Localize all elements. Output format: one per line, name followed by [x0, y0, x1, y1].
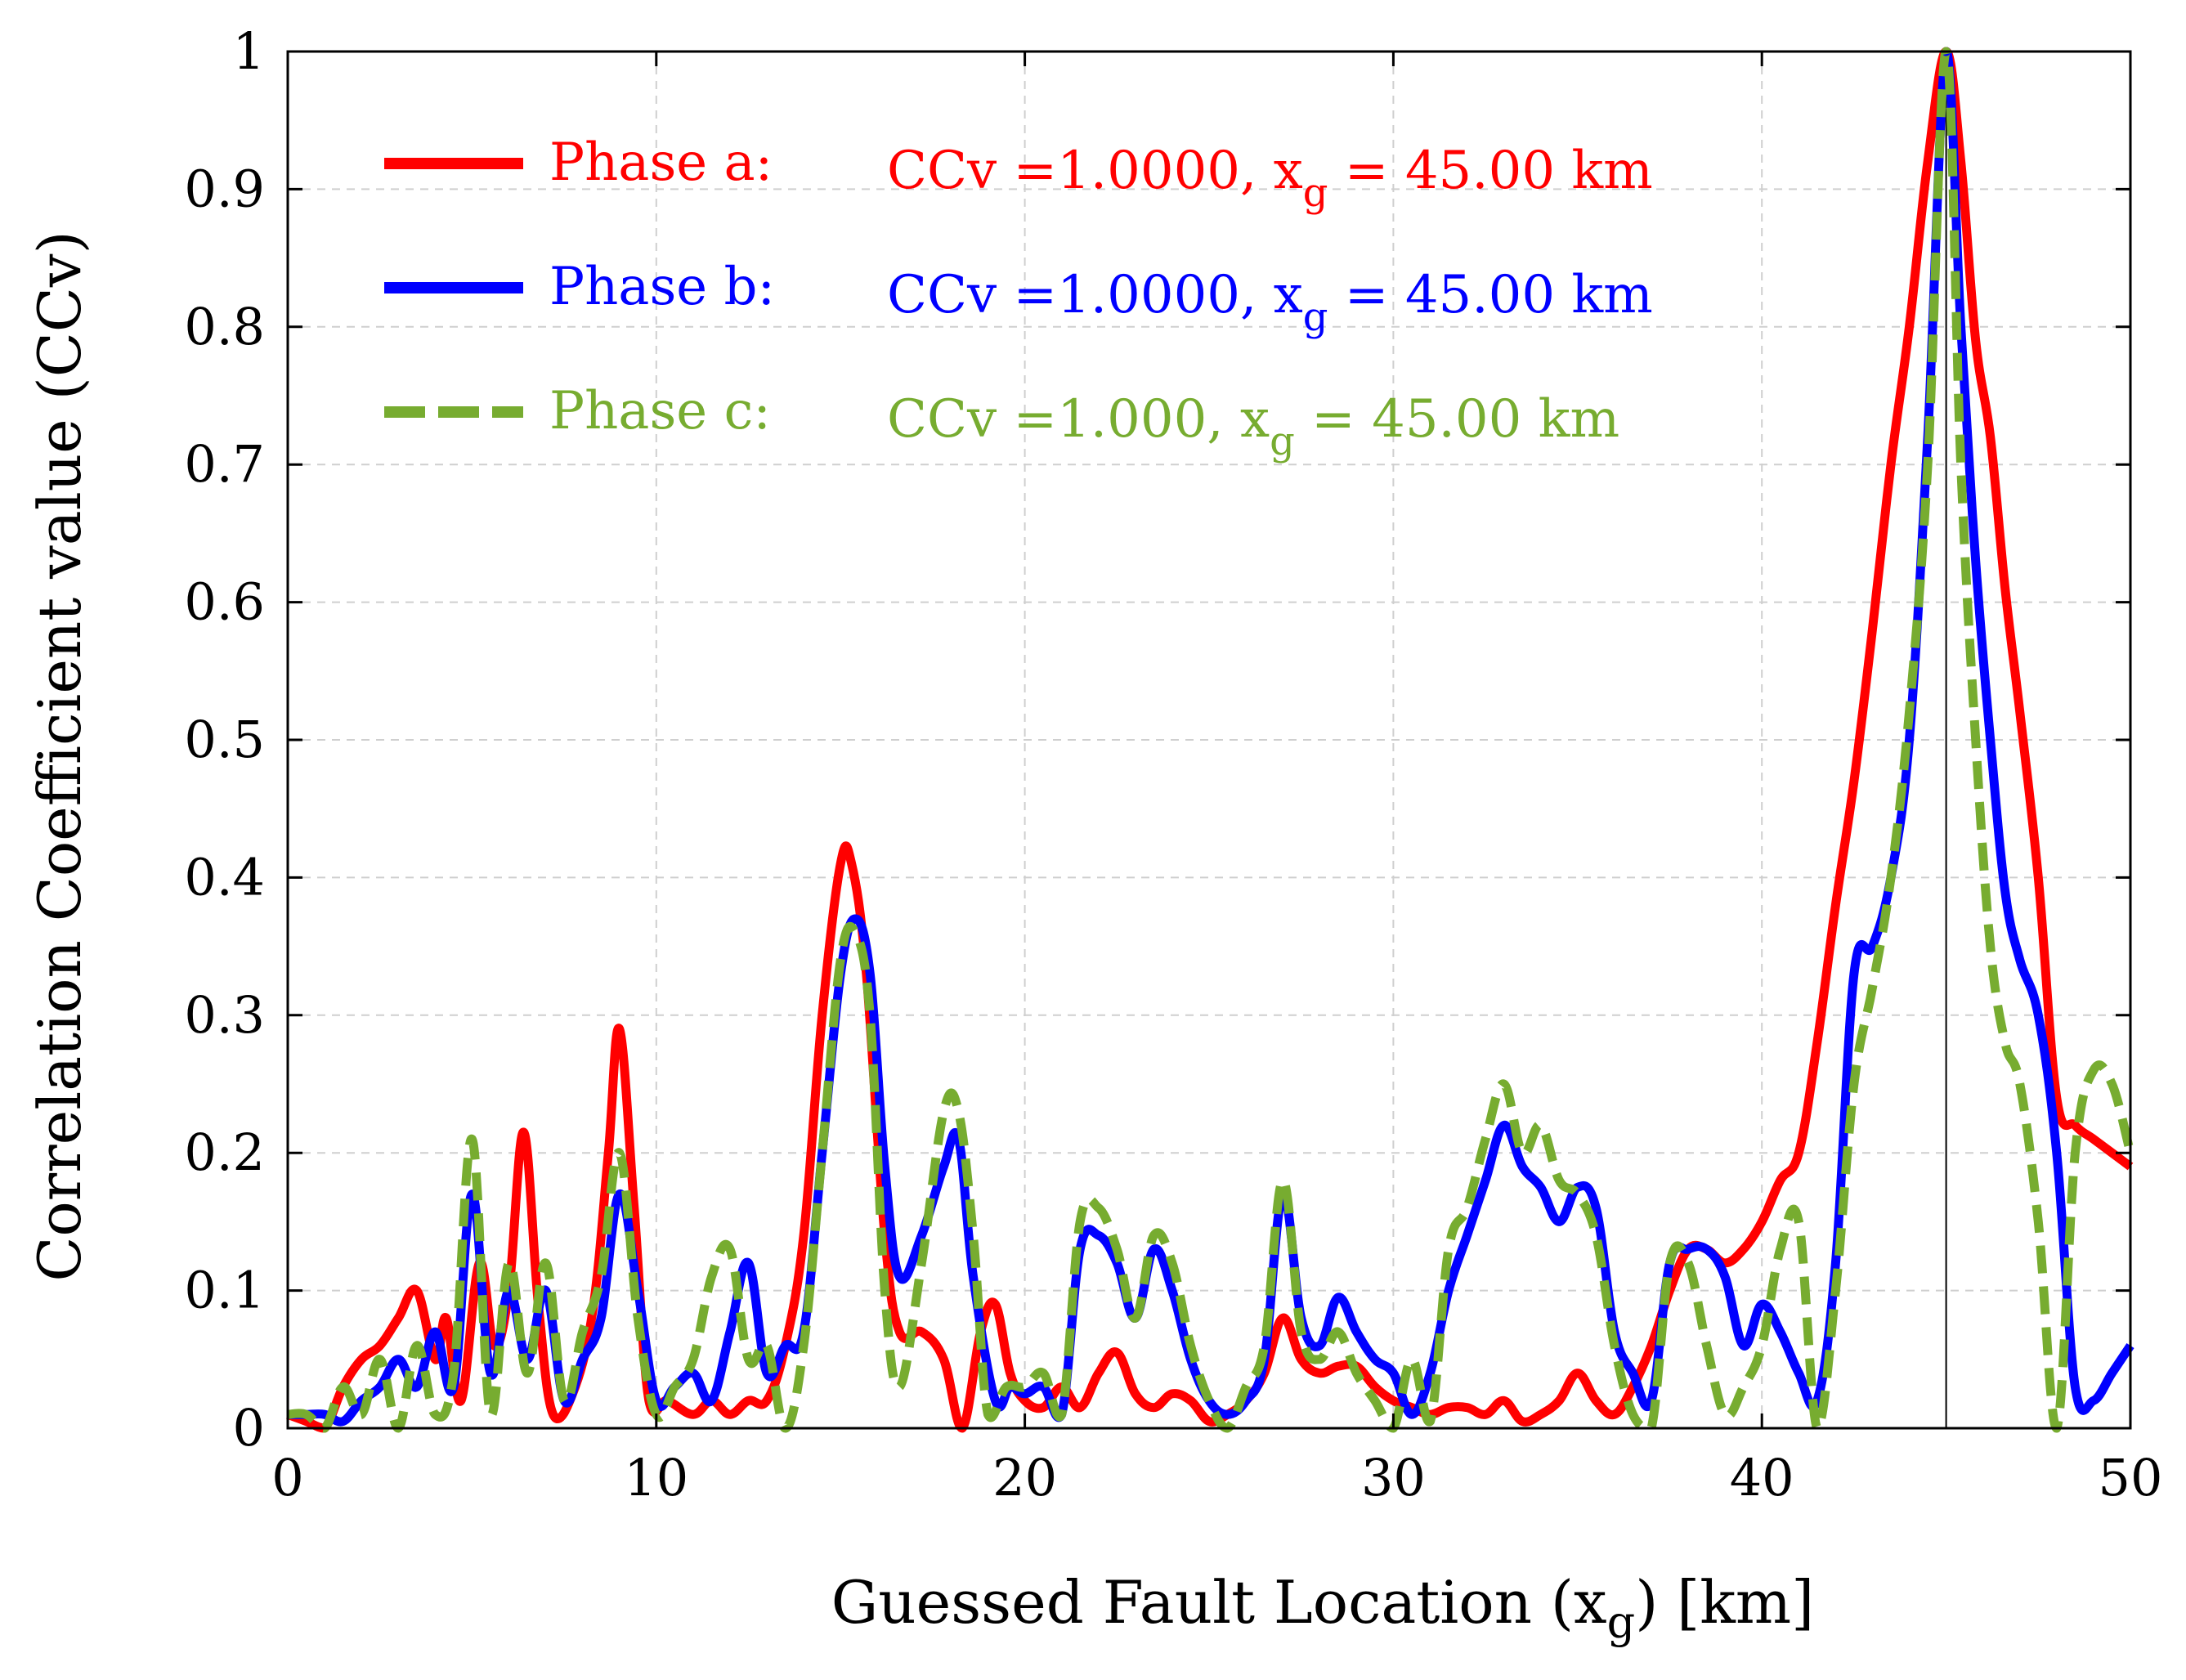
- x-tick-label: 10: [624, 1448, 688, 1508]
- y-tick-label: 0.7: [184, 434, 265, 494]
- y-tick-label: 0.1: [184, 1261, 265, 1320]
- legend-label: Phase b:: [549, 257, 775, 317]
- x-axis-label-subscript: g: [1607, 1597, 1636, 1648]
- x-tick-labels: 0 10 20 30 40 50: [271, 1448, 2162, 1508]
- y-tick-label: 0.4: [184, 847, 265, 907]
- legend-annotation-subscript: g: [1270, 419, 1295, 464]
- legend-annotation-value: = 45.00 km: [1328, 141, 1653, 201]
- y-tick-label: 1: [233, 21, 265, 81]
- y-tick-label: 0.2: [184, 1122, 265, 1182]
- x-axis-label: Guessed Fault Location (xg) [km]: [831, 1568, 1815, 1648]
- y-tick-label: 0.6: [184, 572, 265, 632]
- y-tick-label: 0.9: [184, 159, 265, 218]
- legend-annotation: CCv =1.0000, xg = 45.00 km: [887, 141, 1653, 216]
- legend-annotation-subscript: g: [1303, 294, 1328, 340]
- legend: Phase a: CCv =1.0000, xg = 45.00 kmPhase …: [384, 132, 1653, 464]
- legend-annotation-main: CCv =1.000, x: [887, 389, 1270, 450]
- series-line-phaseb: [288, 47, 2134, 1427]
- x-axis-label-main: Guessed Fault Location (x: [831, 1568, 1607, 1637]
- y-tick-label: 0.3: [184, 985, 265, 1045]
- x-tick-label: 50: [2099, 1448, 2163, 1508]
- x-tick-label: 0: [271, 1448, 303, 1508]
- legend-annotation-main: CCv =1.0000, x: [887, 141, 1303, 201]
- x-tick-label: 30: [1361, 1448, 1426, 1508]
- axis-ticks: [286, 50, 2132, 1430]
- x-axis-label-unit: ) [km]: [1635, 1568, 1814, 1637]
- legend-annotation: CCv =1.000, xg = 45.00 km: [887, 389, 1619, 464]
- legend-label: Phase c:: [549, 381, 771, 441]
- y-tick-label: 0: [233, 1398, 265, 1458]
- legend-annotation-subscript: g: [1303, 170, 1328, 216]
- y-tick-label: 0.5: [184, 710, 265, 769]
- x-tick-label: 40: [1730, 1448, 1794, 1508]
- legend-annotation-main: CCv =1.0000, x: [887, 265, 1303, 325]
- legend-annotation: CCv =1.0000, xg = 45.00 km: [887, 265, 1653, 340]
- legend-annotation-value: = 45.00 km: [1295, 389, 1619, 450]
- x-tick-label: 20: [992, 1448, 1057, 1508]
- y-tick-label: 0.8: [184, 297, 265, 356]
- y-axis-label: Correlation Coefficient value (CCv): [25, 231, 94, 1281]
- legend-label: Phase a:: [549, 132, 773, 193]
- legend-annotation-value: = 45.00 km: [1328, 265, 1653, 325]
- y-tick-labels: 0 0.1 0.2 0.3 0.4 0.5 0.6 0.7 0.8 0.9 1: [184, 21, 265, 1458]
